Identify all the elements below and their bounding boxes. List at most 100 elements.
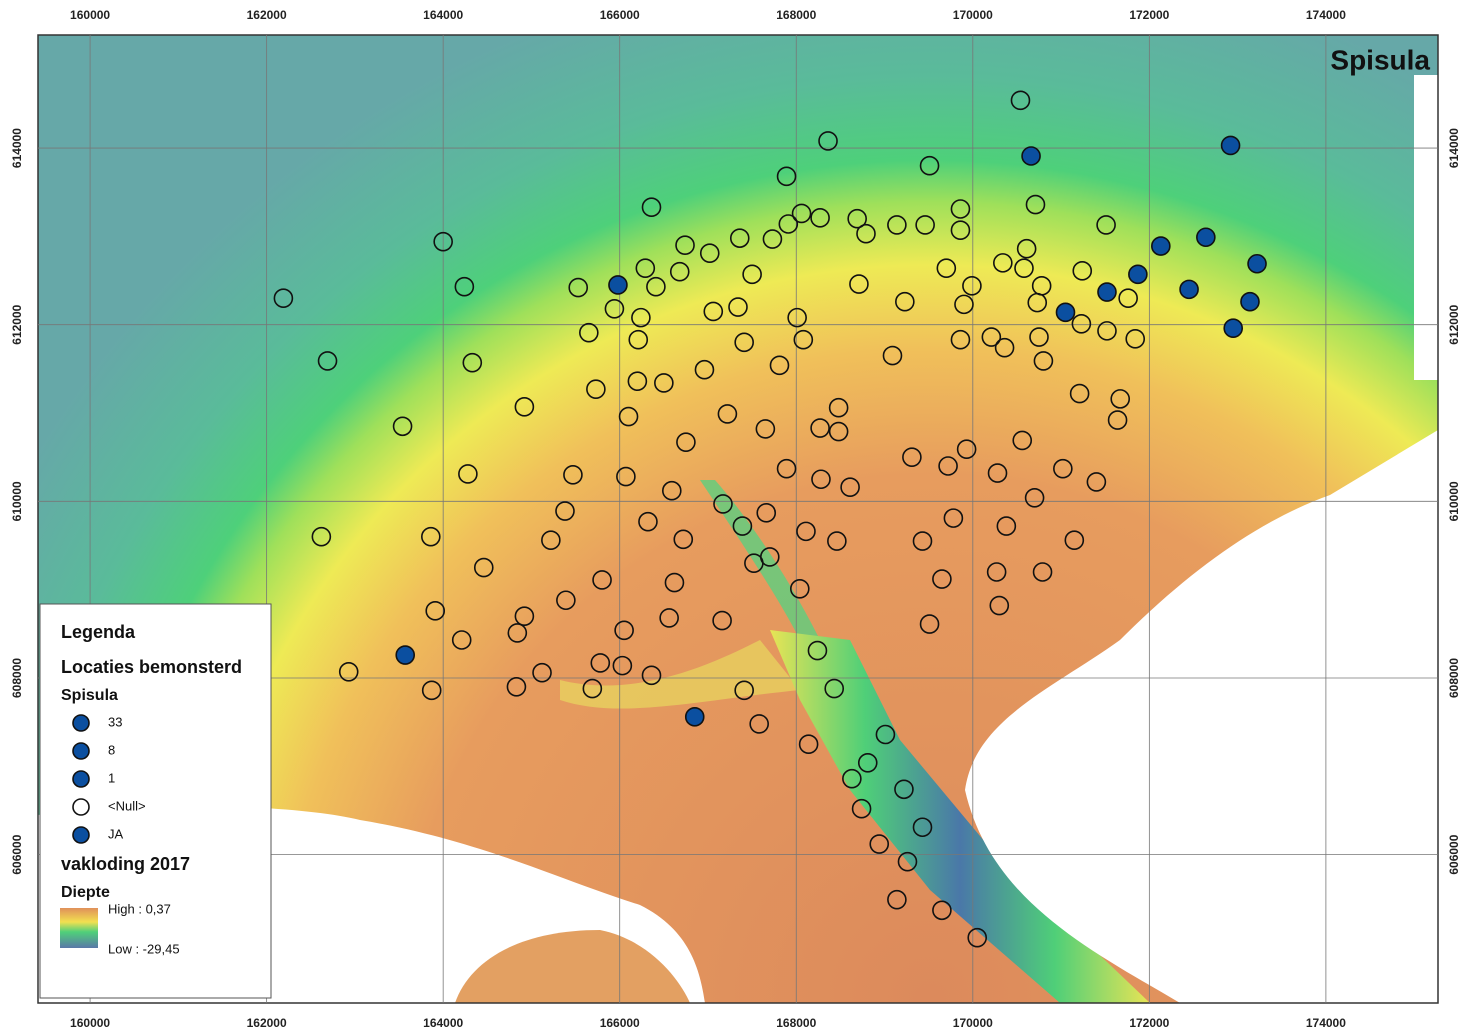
legend-raster: vakloding 2017 <box>61 854 190 874</box>
y-tick-label: 610000 <box>10 481 24 521</box>
sample-point <box>508 624 526 642</box>
sample-point <box>617 468 635 486</box>
sample-point <box>896 293 914 311</box>
sample-point <box>763 230 781 248</box>
sample-point <box>1033 277 1051 295</box>
legend-symbol <box>73 715 89 731</box>
sample-point <box>1073 262 1091 280</box>
sample-point <box>788 309 806 327</box>
sample-point <box>695 361 713 379</box>
x-tick-label: 164000 <box>423 1016 463 1030</box>
sample-point <box>713 612 731 630</box>
sample-point <box>580 324 598 342</box>
sample-point <box>396 646 414 664</box>
sample-point <box>898 853 916 871</box>
sample-point <box>569 279 587 297</box>
sample-point <box>564 466 582 484</box>
legend-high: High : 0,37 <box>108 901 171 916</box>
sample-point <box>704 302 722 320</box>
sample-point <box>1013 431 1031 449</box>
sample-point <box>312 528 330 546</box>
sample-point <box>800 735 818 753</box>
sample-point <box>968 929 986 947</box>
sample-point <box>933 570 951 588</box>
legend-label: JA <box>108 826 124 841</box>
sample-point <box>812 470 830 488</box>
sample-point <box>1152 237 1170 255</box>
y-tick-label: 610000 <box>1447 481 1461 521</box>
sample-point <box>628 372 646 390</box>
sample-point <box>729 298 747 316</box>
sample-point <box>1026 196 1044 214</box>
sample-point <box>463 354 481 372</box>
legend-symbol <box>73 799 89 815</box>
y-tick-label: 614000 <box>1447 128 1461 168</box>
legend: Legenda Locaties bemonsterd Spisula 3381… <box>40 604 271 998</box>
sample-point <box>735 333 753 351</box>
x-tick-label: 166000 <box>600 1016 640 1030</box>
sample-point <box>701 244 719 262</box>
sample-point <box>714 495 732 513</box>
x-tick-label: 166000 <box>600 8 640 22</box>
sample-point <box>1098 283 1116 301</box>
sample-point <box>859 754 877 772</box>
sample-point <box>1072 315 1090 333</box>
sample-point <box>963 277 981 295</box>
sample-point <box>1180 280 1198 298</box>
sample-point <box>507 678 525 696</box>
sample-point <box>459 465 477 483</box>
sample-point <box>828 532 846 550</box>
y-tick-label: 606000 <box>1447 834 1461 874</box>
sample-point <box>1018 240 1036 258</box>
sample-point <box>1197 228 1215 246</box>
sample-point <box>632 309 650 327</box>
sample-point <box>791 580 809 598</box>
sample-point <box>1097 216 1115 234</box>
sample-point <box>778 460 796 478</box>
sample-point <box>426 602 444 620</box>
sample-point <box>615 621 633 639</box>
sample-point <box>591 654 609 672</box>
x-tick-label: 160000 <box>70 1016 110 1030</box>
y-tick-label: 614000 <box>10 128 24 168</box>
sample-point <box>642 198 660 216</box>
sample-point <box>1015 259 1033 277</box>
x-tick-label: 172000 <box>1129 1016 1169 1030</box>
sample-point <box>455 278 473 296</box>
sample-point <box>1224 319 1242 337</box>
y-tick-label: 606000 <box>10 834 24 874</box>
sample-point <box>913 532 931 550</box>
sample-point <box>394 417 412 435</box>
sample-point <box>794 331 812 349</box>
sample-point <box>757 504 775 522</box>
sample-point <box>677 433 695 451</box>
sample-point <box>542 531 560 549</box>
sample-point <box>515 607 533 625</box>
sample-point <box>423 681 441 699</box>
sample-point <box>718 405 736 423</box>
sample-point <box>319 352 337 370</box>
x-tick-label: 174000 <box>1306 1016 1346 1030</box>
legend-label: 8 <box>108 742 115 757</box>
sample-point <box>988 563 1006 581</box>
sample-point <box>609 276 627 294</box>
sample-point <box>903 448 921 466</box>
sample-point <box>733 517 751 535</box>
legend-symbol <box>73 743 89 759</box>
x-tick-label: 160000 <box>70 8 110 22</box>
sample-point <box>951 200 969 218</box>
sample-point <box>1030 328 1048 346</box>
y-tick-label: 608000 <box>1447 658 1461 698</box>
sample-point <box>951 221 969 239</box>
sample-point <box>274 289 292 307</box>
legend-label: 33 <box>108 714 122 729</box>
x-tick-label: 170000 <box>953 1016 993 1030</box>
sample-point <box>557 591 575 609</box>
sample-point <box>593 571 611 589</box>
sample-point <box>1054 460 1072 478</box>
legend-symbol <box>73 827 89 843</box>
sample-point <box>808 642 826 660</box>
x-tick-label: 172000 <box>1129 8 1169 22</box>
legend-field: Spisula <box>61 687 118 704</box>
sample-point <box>997 517 1015 535</box>
